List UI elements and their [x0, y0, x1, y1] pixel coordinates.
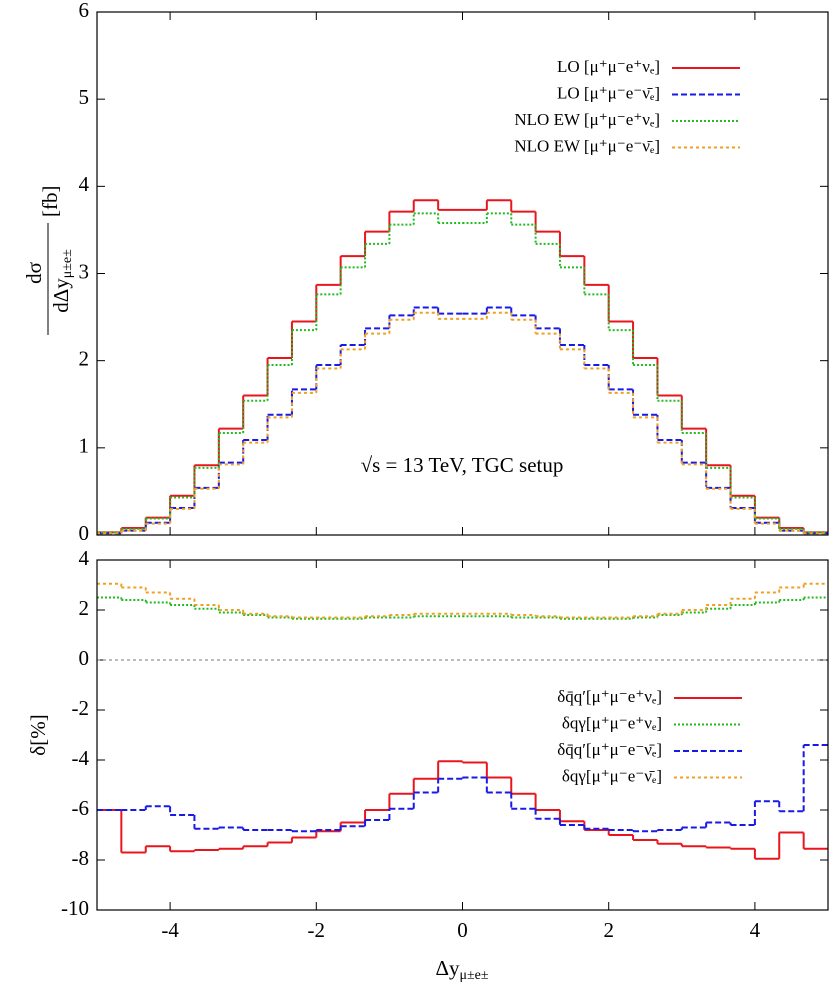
annotation: √s = 13 TeV, TGC setup: [361, 453, 564, 477]
y-tick-label: -2: [72, 696, 90, 720]
x-label-subscript: μ±e±: [459, 968, 488, 983]
x-tick-label: -4: [161, 918, 179, 942]
y-label-subscript: μ±e±: [60, 249, 75, 278]
x-label-main: Δy: [435, 956, 460, 980]
y-tick-label: -4: [72, 746, 90, 770]
legend-label: δq̄q′[μ⁺μ⁻e⁻ν̄ₑ]: [557, 740, 662, 759]
y-tick-label: -10: [61, 896, 89, 920]
y-tick-label: -8: [72, 846, 90, 870]
y-tick-label: 0: [79, 646, 90, 670]
y-label-top: dσ dΔyμ±e± [fb]: [22, 186, 75, 335]
legend-label: LO [μ⁺μ⁻e⁻ν̄ₑ]: [557, 83, 660, 102]
y-label-numerator: dσ: [22, 262, 46, 284]
legend-label: δqγ[μ⁺μ⁻e⁻ν̄ₑ]: [562, 766, 662, 785]
y-tick-label: 2: [79, 346, 90, 370]
x-label: Δyμ±e±: [435, 956, 488, 983]
plot-frame: [96, 11, 829, 536]
legend-label: NLO EW [μ⁺μ⁻e⁻ν̄ₑ]: [514, 136, 660, 155]
legend-label: δqγ[μ⁺μ⁻e⁺νₑ]: [562, 713, 662, 732]
plot-frame: [96, 559, 829, 911]
y-label-denominator: dΔyμ±e±: [49, 249, 75, 313]
y-tick-label: 0: [79, 521, 90, 545]
y-tick-label: 4: [79, 172, 90, 196]
y-tick-label: 4: [79, 546, 90, 570]
y-tick-label: 3: [79, 259, 90, 283]
y-label-bottom: δ[%]: [26, 714, 50, 755]
y-label-unit: [fb]: [38, 186, 62, 217]
x-tick-label: -2: [308, 918, 326, 942]
y-tick-label: -6: [72, 796, 90, 820]
y-label-denominator-main: dΔy: [49, 278, 73, 313]
legend-label: LO [μ⁺μ⁻e⁺νₑ]: [557, 57, 660, 76]
y-tick-label: 6: [79, 0, 90, 22]
y-tick-label: 1: [79, 434, 90, 458]
x-tick-label: 0: [457, 918, 468, 942]
x-tick-label: 2: [603, 918, 614, 942]
legend-label: δq̄q′[μ⁺μ⁻e⁺νₑ]: [557, 687, 662, 706]
legend-label: NLO EW [μ⁺μ⁻e⁺νₑ]: [514, 110, 660, 129]
y-tick-label: 5: [79, 85, 90, 109]
x-tick-label: 4: [750, 918, 761, 942]
y-tick-label: 2: [79, 596, 90, 620]
